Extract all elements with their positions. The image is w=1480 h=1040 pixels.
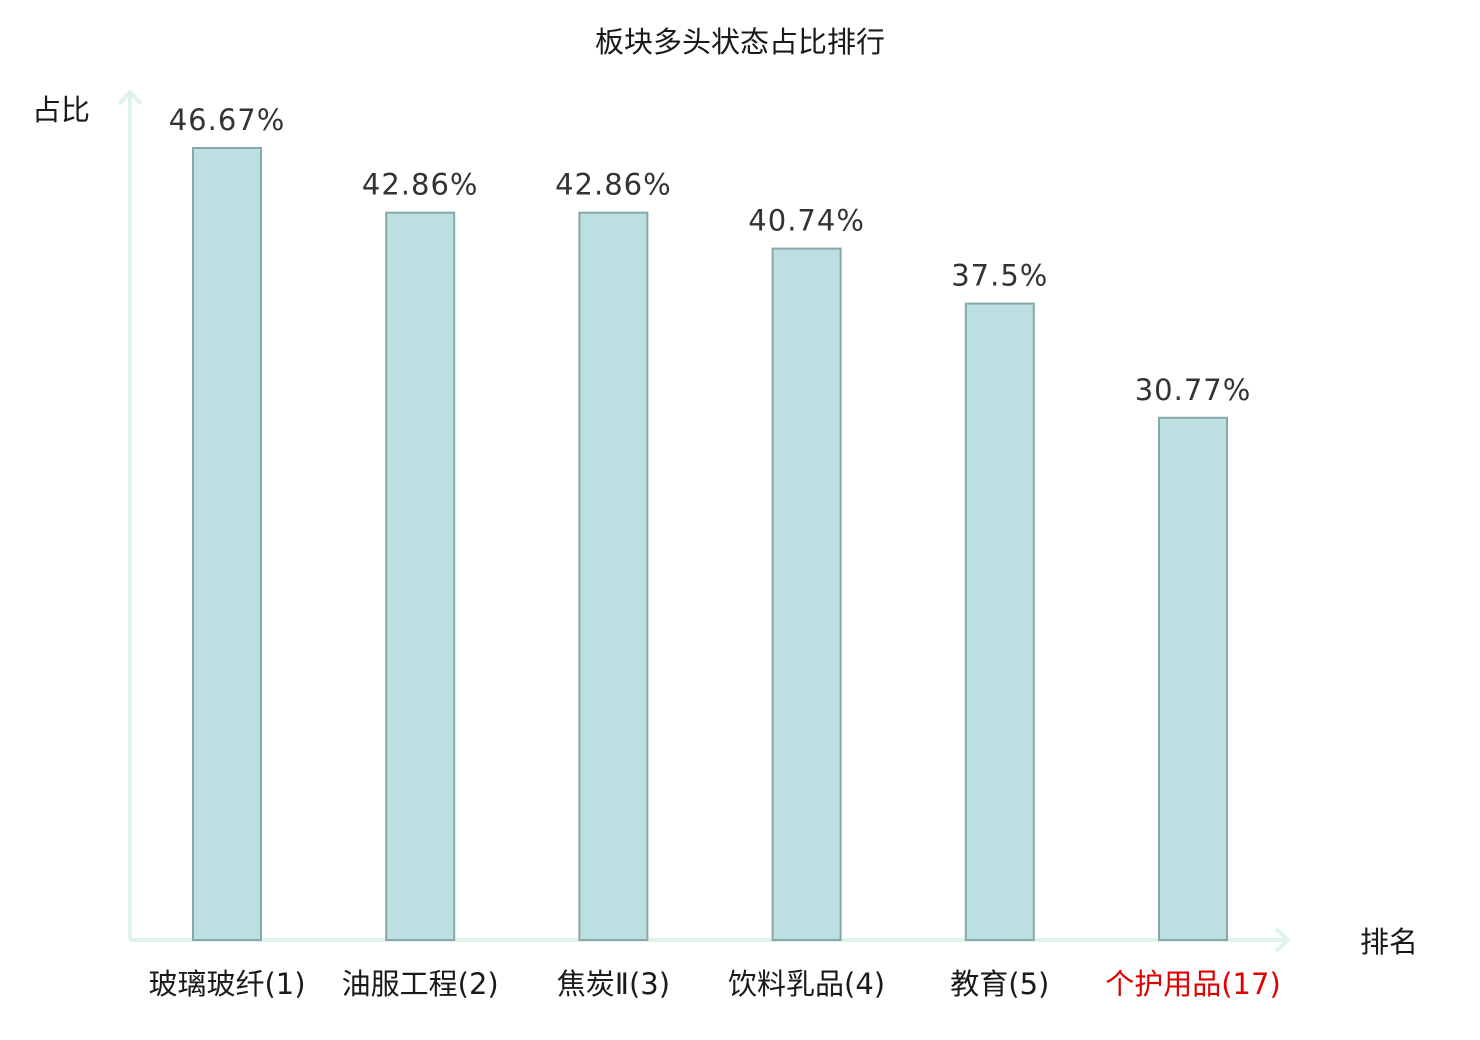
chart-title: 板块多头状态占比排行	[595, 25, 885, 59]
x-axis-arrow-icon	[1274, 927, 1291, 953]
value-label-3: 42.86%	[555, 168, 672, 202]
y-axis-arrow-icon	[117, 89, 143, 106]
x-axis-label: 排名	[1360, 925, 1418, 959]
y-axis-label: 占比	[32, 93, 90, 127]
bar-3	[578, 211, 649, 941]
value-label-1: 46.67%	[169, 103, 286, 137]
bar-5	[964, 302, 1035, 942]
bar-1	[192, 147, 262, 941]
axes	[117, 89, 1291, 953]
category-label-3: 焦炭Ⅱ(3)	[557, 967, 670, 1001]
category-label-5: 教育(5)	[950, 967, 1049, 1001]
value-labels-group: 46.67% 42.86% 42.86% 40.74% 37.5% 30.77%	[169, 103, 1252, 407]
bars-group	[192, 147, 1228, 942]
category-label-1: 玻璃玻纤(1)	[148, 967, 305, 1001]
bar-6	[1158, 416, 1228, 941]
value-label-4: 40.74%	[748, 204, 865, 238]
value-label-2: 42.86%	[362, 168, 479, 202]
value-label-6: 30.77%	[1135, 373, 1252, 407]
value-label-5: 37.5%	[951, 259, 1048, 293]
category-label-2: 油服工程(2)	[342, 967, 499, 1001]
category-label-6: 个护用品(17)	[1105, 967, 1281, 1001]
bar-4	[771, 247, 842, 942]
bar-2	[385, 211, 456, 941]
category-label-4: 饮料乳品(4)	[728, 967, 885, 1001]
category-labels-group: 玻璃玻纤(1) 油服工程(2) 焦炭Ⅱ(3) 饮料乳品(4) 教育(5) 个护用品(17)	[148, 967, 1280, 1001]
